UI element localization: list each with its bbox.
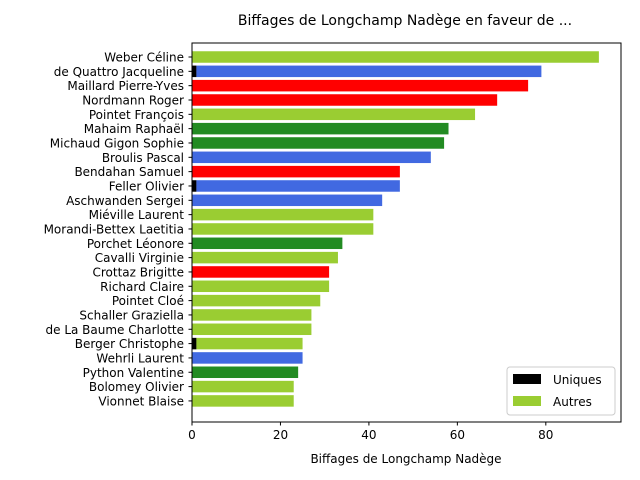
y-tick-label: Porchet Léonore (87, 237, 184, 251)
bar-uniques (192, 65, 197, 78)
bar-autres (192, 208, 374, 221)
y-tick-label: Weber Céline (104, 51, 184, 65)
bar-autres (192, 108, 476, 121)
bar-autres (192, 137, 445, 149)
bar-autres (192, 251, 338, 264)
y-tick-label: Python Valentine (83, 366, 184, 380)
bar-autres (192, 352, 303, 364)
bar-autres (192, 266, 330, 278)
x-axis-ticks: 0 20 40 60 80 (188, 422, 553, 442)
x-tick-label: 0 (188, 428, 196, 442)
bar-autres (196, 180, 400, 192)
bar-autres (192, 309, 312, 321)
bar-autres (192, 51, 599, 63)
x-tick-label: 60 (450, 428, 465, 442)
y-tick-label: Crottaz Brigitte (92, 265, 184, 279)
y-tick-label: Wehrli Laurent (96, 351, 184, 365)
y-tick-label: Schaller Graziella (79, 308, 184, 322)
bar-autres (192, 280, 330, 293)
y-tick-label: Nordmann Roger (82, 93, 184, 107)
y-tick-label: Cavalli Virginie (95, 251, 184, 265)
legend-swatch (513, 374, 541, 384)
y-tick-label: Bolomey Olivier (89, 380, 184, 394)
bar-autres (192, 366, 299, 379)
bar-autres (192, 395, 294, 407)
bars-group (192, 51, 599, 407)
x-axis-label: Biffages de Longchamp Nadège (310, 452, 501, 466)
bar-autres (192, 323, 312, 336)
chart-title: Biffages de Longchamp Nadège en faveur d… (238, 13, 572, 29)
y-tick-label: Mahaim Raphaël (84, 122, 184, 136)
y-tick-label: Michaud Gigon Sophie (50, 136, 184, 150)
y-tick-label: Miéville Laurent (89, 208, 185, 222)
bar-autres (192, 223, 374, 235)
x-tick-label: 80 (538, 428, 553, 442)
plot-frame (191, 42, 622, 423)
legend-swatch (513, 396, 541, 406)
y-tick-label: Pointet François (89, 108, 184, 122)
legend-label: Uniques (553, 373, 602, 387)
y-tick-label: de Quattro Jacqueline (54, 65, 184, 79)
y-tick-label: Aschwanden Sergei (66, 194, 184, 208)
y-tick-label: Maillard Pierre-Yves (67, 79, 184, 93)
bar-autres (192, 380, 294, 393)
bar-autres (192, 294, 321, 307)
bar-autres (192, 194, 383, 207)
y-tick-label: Broulis Pascal (102, 151, 184, 165)
y-tick-label: Bendahan Samuel (74, 165, 184, 179)
y-tick-label: Morandi-Bettex Laetitia (44, 222, 184, 236)
y-tick-label: de La Baume Charlotte (46, 323, 185, 337)
bar-autres (192, 151, 431, 164)
y-tick-label: Richard Claire (100, 280, 184, 294)
x-tick-label: 40 (361, 428, 376, 442)
bar-autres (196, 337, 303, 350)
bar-autres (192, 94, 498, 106)
bar-uniques (192, 180, 197, 192)
bar-autres (192, 122, 449, 135)
y-tick-label: Feller Olivier (109, 179, 184, 193)
legend-label: Autres (553, 395, 592, 409)
y-tick-label: Berger Christophe (75, 337, 184, 351)
legend: Uniques Autres (506, 366, 616, 416)
bar-uniques (192, 337, 197, 350)
bar-autres (192, 165, 400, 178)
bar-autres (196, 65, 542, 78)
bar-autres (192, 79, 529, 92)
x-tick-label: 20 (273, 428, 288, 442)
y-tick-label: Vionnet Blaise (98, 394, 184, 408)
y-tick-label: Pointet Cloé (112, 294, 184, 308)
bar-autres (192, 237, 343, 250)
